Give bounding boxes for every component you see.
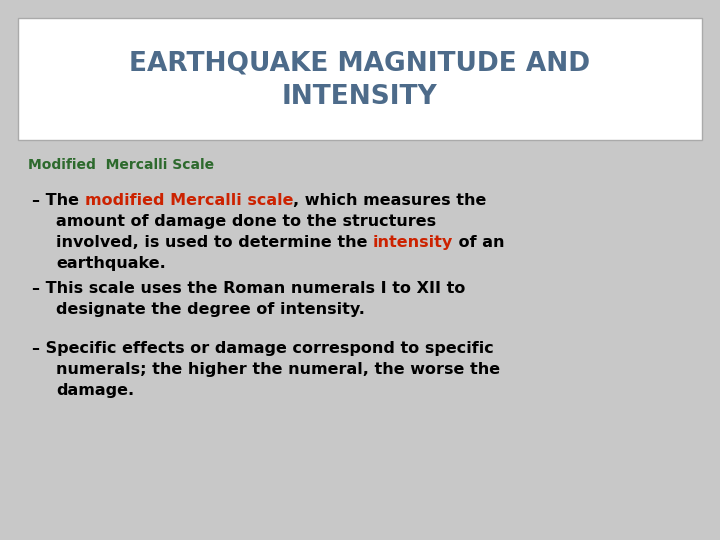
Text: – This scale uses the Roman numerals I to XII to: – This scale uses the Roman numerals I t… (32, 281, 465, 296)
Text: designate the degree of intensity.: designate the degree of intensity. (56, 302, 365, 317)
Text: – The: – The (32, 193, 85, 208)
Text: – Specific effects or damage correspond to specific: – Specific effects or damage correspond … (32, 341, 494, 356)
Text: EARTHQUAKE MAGNITUDE AND: EARTHQUAKE MAGNITUDE AND (130, 50, 590, 76)
Text: , which measures the: , which measures the (293, 193, 487, 208)
Text: Modified  Mercalli Scale: Modified Mercalli Scale (28, 158, 214, 172)
Text: of an: of an (454, 235, 505, 250)
Text: earthquake.: earthquake. (56, 256, 166, 271)
Text: damage.: damage. (56, 383, 134, 398)
Text: numerals; the higher the numeral, the worse the: numerals; the higher the numeral, the wo… (56, 362, 500, 377)
FancyBboxPatch shape (18, 18, 702, 140)
Text: involved, is used to determine the: involved, is used to determine the (56, 235, 373, 250)
Text: intensity: intensity (373, 235, 454, 250)
Text: INTENSITY: INTENSITY (282, 84, 438, 110)
Text: amount of damage done to the structures: amount of damage done to the structures (56, 214, 436, 229)
Text: modified Mercalli scale: modified Mercalli scale (85, 193, 293, 208)
